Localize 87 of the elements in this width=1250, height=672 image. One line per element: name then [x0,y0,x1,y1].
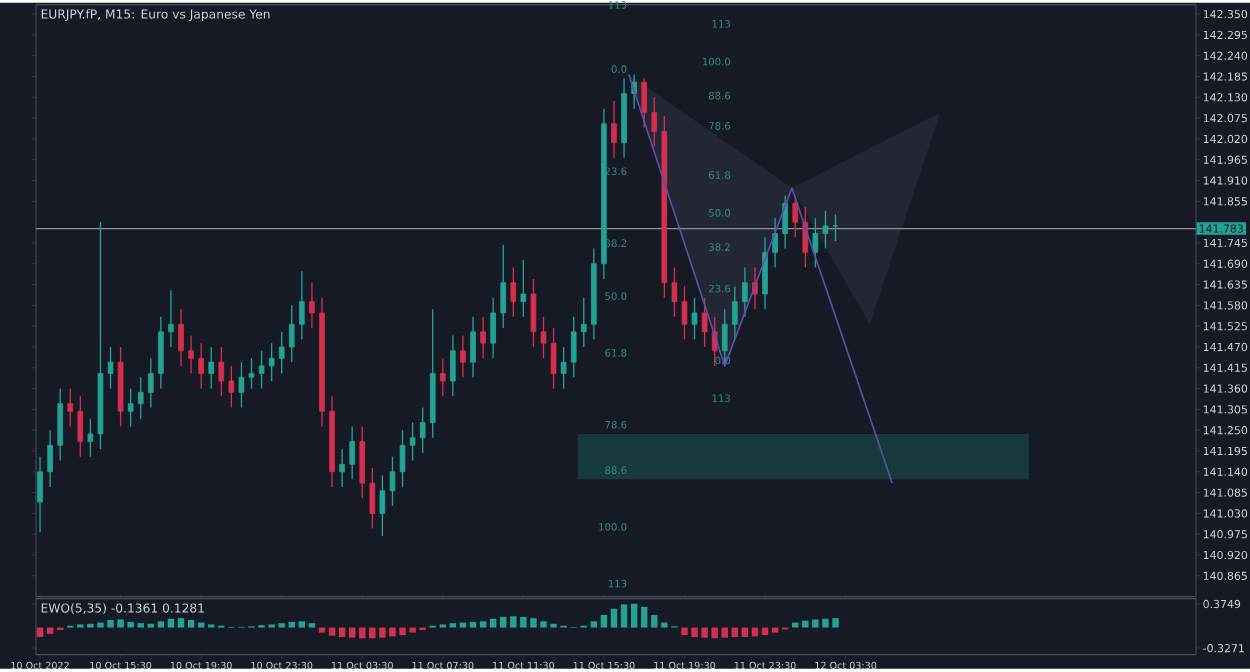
bar [500,617,507,628]
candlestick [409,422,416,462]
line-series [627,73,894,485]
candlestick [671,266,678,318]
candlestick [228,365,235,409]
bar [792,622,799,628]
candlestick [147,357,154,409]
candlestick [641,77,648,129]
candlestick [450,335,456,397]
bar [771,627,779,633]
candlestick [208,346,215,390]
candlestick [178,308,184,367]
candlestick [137,376,144,420]
candlestick [490,297,496,360]
candlestick [520,259,527,318]
candlestick [762,236,768,310]
candlestick [832,214,839,242]
candlestick [258,350,265,390]
bar [177,618,185,628]
bar [721,627,728,638]
bar [640,606,648,628]
candlestick [772,217,778,269]
bar [489,618,497,628]
candlestick [349,425,355,481]
candlestick [299,270,305,341]
candlestick [188,335,194,375]
candlestick [127,388,134,428]
candlestick [560,346,567,390]
candlestick [822,210,829,250]
candlestick [460,335,466,379]
candlestick [440,357,446,397]
candlestick [510,266,517,318]
candlestick [77,395,84,458]
candlestick [812,217,819,269]
candlestick [802,206,809,269]
bar [167,618,175,628]
candlestick [238,361,245,409]
candlestick [732,285,738,341]
candlestick [87,418,94,458]
bar [630,603,638,628]
bar [157,621,165,628]
candlestick [701,297,708,348]
bar [469,622,477,628]
candlestick [57,388,63,462]
candlestick [369,467,376,530]
candlestick [550,327,557,390]
candlestick [480,316,486,360]
bar [328,627,336,636]
candlestick [379,475,386,537]
candlestick [782,195,788,250]
bar [187,620,195,628]
candlestick [198,342,204,390]
candlestick [168,289,174,348]
bar [459,622,467,628]
candlestick [158,316,164,390]
candlestick [309,282,315,329]
candlestick [500,244,507,329]
candlestick [218,346,225,397]
candlestick [570,316,577,379]
bar [197,622,205,628]
candlestick [419,406,426,454]
candlestick [691,297,698,341]
bar [318,627,326,633]
candlestick [651,96,658,148]
candlestick [278,331,285,375]
bar [600,615,608,628]
candlestick [67,388,74,428]
candlestick [339,448,345,488]
bar [590,621,598,628]
candlestick [268,342,275,382]
candlestick [681,285,688,341]
candlestick [470,316,476,379]
candlestick [248,357,255,390]
bar [348,627,356,638]
candlestick [288,304,295,363]
candlestick [580,297,587,348]
bar [288,622,295,628]
bar [620,604,628,628]
candlestick [611,100,617,159]
candlestick [37,456,43,534]
candlestick [742,266,748,318]
bar [610,608,618,628]
bar [479,621,487,628]
bar [298,621,306,628]
candlestick [359,425,366,500]
bar [651,615,658,628]
candlestick [47,429,53,488]
